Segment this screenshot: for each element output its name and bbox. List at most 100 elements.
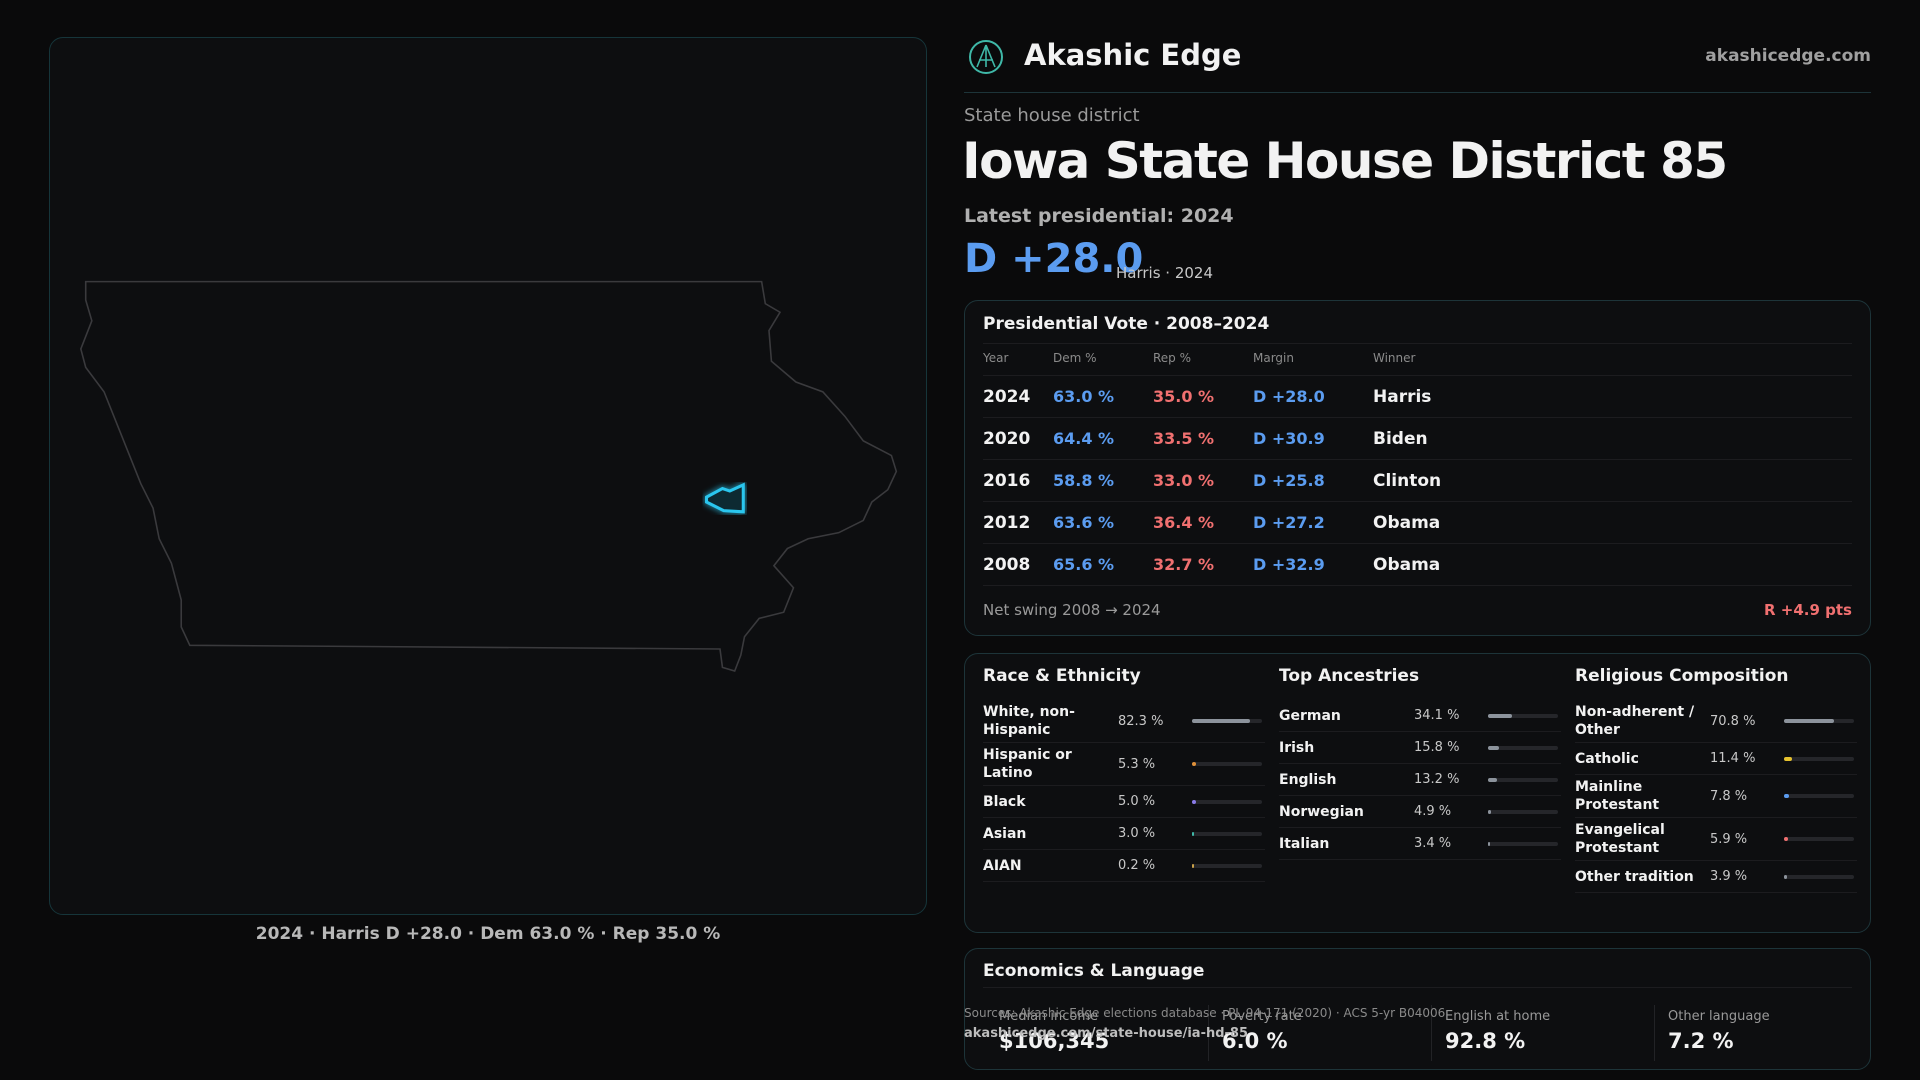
panel-row: Non-adherent / Other 70.8 %: [1575, 700, 1857, 743]
brand: Akashic Edge: [1024, 38, 1242, 72]
table-cell: 33.0 %: [1153, 471, 1215, 490]
bar-track: [1784, 837, 1854, 841]
logo: [969, 40, 1003, 74]
bar-track: [1192, 719, 1262, 723]
margin: D +28.0: [964, 236, 1144, 282]
panel-row: Asian 3.0 %: [983, 818, 1265, 850]
table-cell: 2020: [983, 428, 1031, 449]
bar: [1488, 841, 1491, 846]
bar: [1192, 719, 1250, 723]
bar-track: [1192, 799, 1262, 804]
table-row: 2016 58.8 % 33.0 % D +25.8 Clinton: [983, 459, 1852, 501]
bar-track: [1192, 831, 1262, 836]
item-value: 15.8 %: [1414, 740, 1460, 755]
map-panel: [49, 37, 927, 915]
district-kind: State house district: [964, 105, 1140, 126]
site-link[interactable]: akashicedge.com: [1705, 46, 1871, 66]
table-cell: 2024: [983, 386, 1031, 407]
swing-value: R +4.9 pts: [1764, 601, 1852, 619]
table-row: 2024 63.0 % 35.0 % D +28.0 Harris: [983, 375, 1852, 417]
item-label: Italian: [1279, 835, 1330, 852]
table-row: 2008 65.6 % 32.7 % D +32.9 Obama: [983, 543, 1852, 585]
bar: [1488, 809, 1492, 814]
item-label: Hispanic or Latino: [983, 747, 1072, 781]
item-value: 3.9 %: [1710, 869, 1748, 884]
table-cell: Obama: [1373, 554, 1441, 575]
item-value: 5.9 %: [1710, 831, 1748, 847]
item-label: Asian: [983, 825, 1027, 842]
bar: [1488, 745, 1500, 750]
bar-track: [1192, 762, 1262, 766]
item-label: Norwegian: [1279, 803, 1364, 820]
panel-row: English 13.2 %: [1279, 764, 1561, 796]
stat-label: English at home: [1445, 1009, 1551, 1024]
column-header: Dem %: [1053, 351, 1097, 365]
district-shape[interactable]: [705, 482, 745, 514]
panel-list: Non-adherent / Other 70.8 % Catholic 11.4 %…: [1575, 700, 1857, 893]
bar-track: [1488, 809, 1558, 814]
table-cell: 63.0 %: [1053, 387, 1115, 406]
stat-label: Median income: [999, 1009, 1099, 1024]
panel-row: Norwegian 4.9 %: [1279, 796, 1561, 828]
table-row: 2012 63.6 % 36.4 % D +27.2 Obama: [983, 501, 1852, 543]
item-label: Mainline Protestant: [1575, 779, 1660, 813]
column-header: Rep %: [1153, 351, 1192, 365]
panel-list: German 34.1 % Irish 15.8 % English 13.2 % Norw…: [1279, 700, 1561, 860]
item-value: 70.8 %: [1710, 713, 1756, 729]
bar: [1488, 777, 1498, 782]
demographics-card: Race & Ethnicity White, non-Hispanic 82.3 …: [964, 653, 1871, 933]
bar-track: [1784, 874, 1854, 879]
table-cell: 2012: [983, 512, 1031, 533]
panel-row: Irish 15.8 %: [1279, 732, 1561, 764]
table-cell: Biden: [1373, 428, 1428, 449]
item-value: 3.0 %: [1118, 826, 1156, 841]
bar: [1192, 799, 1196, 804]
presidential-card: Presidential Vote · 2008–2024 Net swing …: [964, 300, 1871, 636]
panel-row: Other tradition 3.9 %: [1575, 861, 1857, 893]
table-cell: D +30.9: [1253, 429, 1325, 448]
item-label: English: [1279, 771, 1337, 788]
table-cell: Obama: [1373, 512, 1441, 533]
panel-row: Hispanic or Latino 5.3 %: [983, 743, 1265, 786]
item-value: 5.3 %: [1118, 756, 1156, 772]
item-value: 82.3 %: [1118, 713, 1164, 729]
bar-track: [1488, 777, 1558, 782]
stat-label: Other language: [1668, 1009, 1770, 1024]
divider: [1431, 1005, 1432, 1061]
stat-value: 6.0 %: [1222, 1029, 1288, 1053]
table-cell: 2016: [983, 470, 1031, 491]
bar: [1784, 719, 1834, 723]
panel-row: Black 5.0 %: [983, 786, 1265, 818]
bar-track: [1488, 841, 1558, 846]
district-title: Iowa State House District 85: [962, 132, 1728, 190]
table-cell: Harris: [1373, 386, 1432, 407]
stat-value: $106,345: [999, 1029, 1110, 1053]
item-value: 3.4 %: [1414, 836, 1452, 851]
table-cell: 64.4 %: [1053, 429, 1115, 448]
panel-list: White, non-Hispanic 82.3 % Hispanic or Lat…: [983, 700, 1265, 882]
table-cell: Clinton: [1373, 470, 1442, 491]
column-header: Year: [983, 351, 1009, 365]
panel-row: Mainline Protestant 7.8 %: [1575, 775, 1857, 818]
item-value: 11.4 %: [1710, 751, 1756, 766]
panel-row: German 34.1 %: [1279, 700, 1561, 732]
stat-value: 7.2 %: [1668, 1029, 1734, 1053]
item-label: German: [1279, 707, 1341, 724]
item-value: 0.2 %: [1118, 858, 1156, 873]
page-url[interactable]: akashicedge.com/state-house/ia-hd-85: [964, 1026, 1249, 1041]
divider: [1654, 1005, 1655, 1061]
swing-label: Net swing 2008 → 2024: [983, 601, 1161, 619]
table-cell: 33.5 %: [1153, 429, 1215, 448]
divider: [983, 585, 1852, 586]
divider: [964, 92, 1871, 93]
item-label: White, non-Hispanic: [983, 704, 1075, 738]
column-header: Winner: [1373, 351, 1416, 365]
latest-label: Latest presidential: 2024: [964, 205, 1234, 227]
bar: [1192, 831, 1195, 836]
table-cell: 2008: [983, 554, 1031, 575]
item-value: 13.2 %: [1414, 772, 1460, 787]
sources: Sources: Akashic Edge elections database…: [964, 1006, 1446, 1020]
divider: [983, 343, 1852, 344]
bar: [1784, 837, 1789, 841]
